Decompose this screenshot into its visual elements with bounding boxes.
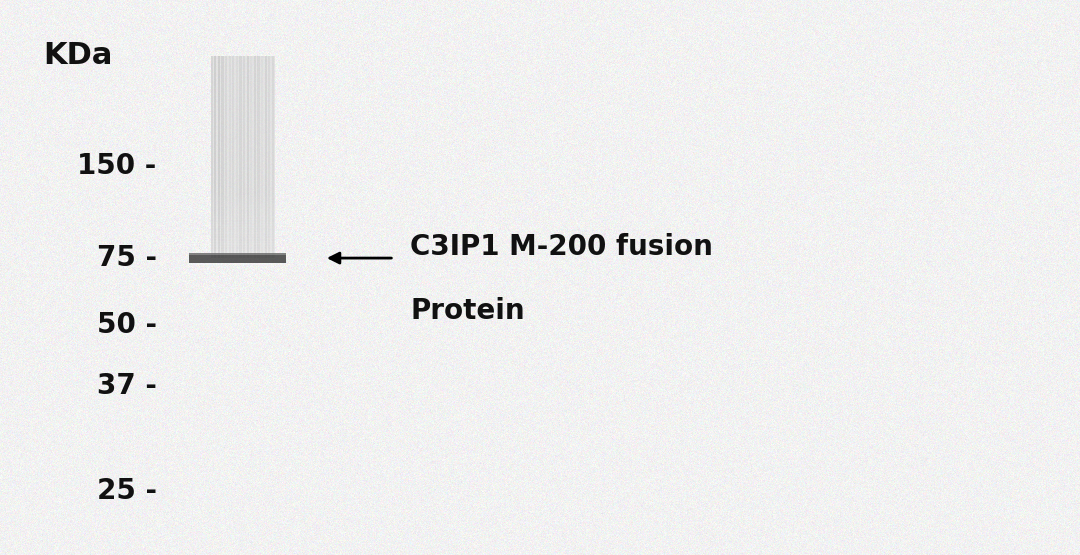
Bar (211, 246, 275, 253)
Bar (235, 56, 238, 258)
Bar (211, 205, 275, 212)
Bar (211, 189, 275, 196)
Bar (211, 227, 275, 234)
Bar (240, 56, 242, 258)
Bar (232, 56, 234, 258)
Bar (211, 200, 275, 207)
Bar (257, 56, 259, 258)
Text: 75 -: 75 - (96, 244, 157, 272)
Bar (211, 186, 275, 193)
Bar (211, 214, 275, 220)
Bar (229, 56, 231, 258)
Bar (211, 251, 275, 258)
Bar (211, 56, 275, 258)
Bar (243, 56, 245, 258)
Bar (211, 181, 275, 188)
Bar (211, 216, 275, 223)
Bar (211, 195, 275, 201)
Text: KDa: KDa (43, 41, 112, 70)
Bar (211, 192, 275, 199)
Bar (211, 233, 275, 239)
Bar (211, 219, 275, 226)
Bar (221, 56, 224, 258)
Bar (211, 197, 275, 204)
Text: Protein: Protein (410, 297, 525, 325)
Bar (211, 203, 275, 209)
Bar (211, 230, 275, 236)
Bar (246, 56, 248, 258)
Text: 25 -: 25 - (96, 477, 157, 505)
Bar (272, 56, 274, 258)
Bar (268, 56, 270, 258)
Bar (211, 243, 275, 250)
Bar (211, 208, 275, 215)
Bar (225, 56, 227, 258)
Bar (251, 56, 253, 258)
Bar (211, 173, 275, 180)
Bar (211, 238, 275, 245)
Bar (211, 221, 275, 228)
Bar (254, 56, 256, 258)
Bar (218, 56, 220, 258)
Text: 150 -: 150 - (78, 153, 157, 180)
Bar (214, 56, 216, 258)
Bar (211, 235, 275, 242)
Bar (189, 263, 286, 265)
Bar (211, 249, 275, 255)
Bar (189, 253, 286, 263)
Bar (189, 253, 286, 255)
Bar (211, 224, 275, 231)
Bar (265, 56, 267, 258)
Bar (211, 178, 275, 185)
Text: 37 -: 37 - (97, 372, 157, 400)
Bar (211, 240, 275, 248)
Bar (211, 184, 275, 190)
Bar (211, 176, 275, 183)
Text: C3IP1 M-200 fusion: C3IP1 M-200 fusion (410, 233, 713, 261)
Text: 50 -: 50 - (96, 311, 157, 339)
Bar (211, 56, 213, 258)
Bar (261, 56, 264, 258)
Bar (211, 211, 275, 218)
